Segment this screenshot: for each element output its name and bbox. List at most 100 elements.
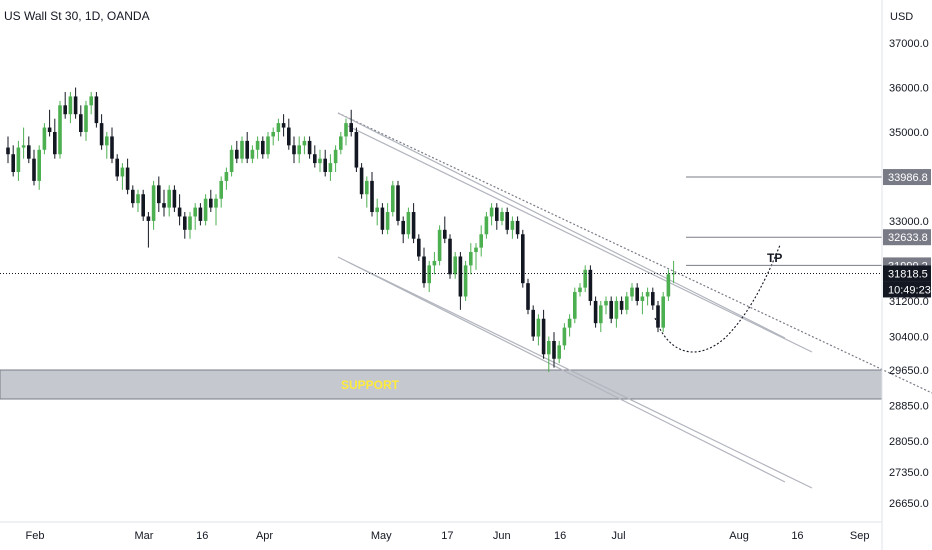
candle: [16, 140, 21, 181]
candle-body: [42, 127, 47, 150]
candle: [359, 163, 364, 199]
candle: [479, 225, 483, 257]
time-axis[interactable]: Feb Mar 16 Apr May 17 Jun 16 Jul Aug 16 Sep: [26, 530, 870, 542]
time-tick: 16: [196, 530, 208, 542]
candle: [68, 91, 73, 124]
price-tick: 29650.0: [889, 365, 929, 377]
candle: [131, 185, 135, 208]
candle-body: [250, 149, 255, 159]
support-zone: SUPPORT: [0, 369, 883, 400]
candle: [136, 189, 140, 213]
candle-body: [406, 212, 411, 235]
candle-body: [489, 207, 494, 217]
candle-body: [417, 238, 421, 257]
candle: [599, 300, 603, 333]
candle: [219, 176, 223, 208]
candle-body: [240, 140, 244, 159]
candle: [146, 212, 151, 248]
candle-body: [261, 140, 265, 155]
levels-layer[interactable]: [0, 176, 882, 274]
candle-body: [219, 180, 223, 199]
candle: [531, 305, 535, 341]
candle: [21, 127, 26, 159]
candle: [94, 91, 99, 128]
candle-body: [110, 136, 114, 159]
time-tick: Aug: [729, 530, 749, 542]
tp-label: TP: [767, 251, 782, 265]
candle-body: [661, 296, 665, 328]
candle-body: [99, 123, 104, 146]
candle: [443, 216, 447, 244]
channel-lower-line-1[interactable]: [337, 256, 786, 483]
price-tag-text: 33986.8: [888, 172, 928, 184]
candle: [157, 176, 161, 213]
candle: [125, 158, 130, 195]
candle: [79, 105, 83, 137]
time-tick: Apr: [256, 530, 273, 542]
candle: [515, 216, 520, 239]
candle: [661, 292, 665, 333]
candle-body: [58, 105, 62, 155]
candle: [375, 198, 379, 226]
candle: [209, 189, 213, 213]
candle: [651, 287, 655, 310]
candle-body: [474, 247, 478, 253]
candle-body: [437, 229, 442, 261]
annotations-layer: TP: [767, 251, 782, 265]
candle-body: [573, 292, 577, 319]
candle-body: [172, 189, 177, 208]
support-band: [0, 369, 883, 400]
candle-body: [515, 220, 520, 235]
channel-upper-line-2[interactable]: [347, 125, 813, 353]
candle: [313, 145, 317, 168]
candle-body: [505, 212, 509, 230]
candle: [609, 296, 613, 324]
candle: [453, 252, 457, 279]
candle: [396, 180, 400, 226]
candle: [53, 118, 57, 159]
candle-body: [448, 238, 452, 275]
candle-body: [619, 300, 624, 310]
candle: [84, 100, 88, 141]
candle: [188, 212, 192, 239]
candle: [27, 136, 31, 164]
channel-upper-line-1[interactable]: [337, 112, 786, 339]
candle: [365, 176, 369, 208]
candle: [344, 118, 348, 146]
drawings-layer[interactable]: [337, 112, 932, 489]
candle: [666, 269, 671, 301]
candle-body: [21, 145, 26, 148]
candle: [58, 100, 62, 159]
candle: [557, 340, 561, 364]
candle-body: [531, 309, 535, 337]
candle: [656, 300, 660, 333]
price-axis[interactable]: 37000.0 36000.0 35000.0 33000.0 31200.0 30400…: [889, 38, 929, 510]
candle: [276, 118, 281, 141]
projected-path[interactable]: [654, 244, 781, 353]
candle: [489, 203, 494, 226]
candle-body: [479, 234, 483, 248]
candle: [141, 189, 145, 221]
candle-body: [578, 287, 582, 293]
candle-body: [94, 96, 99, 124]
candle: [203, 194, 208, 226]
candle: [32, 149, 36, 186]
candle-body: [177, 207, 182, 217]
price-tag-bg: [883, 281, 931, 298]
candle-body: [151, 185, 156, 221]
channel-lower-line-2[interactable]: [347, 261, 813, 489]
candle: [193, 203, 197, 230]
trendline-dotted[interactable]: [337, 112, 932, 394]
candle: [547, 336, 551, 373]
candle-body: [630, 287, 634, 297]
time-tick: Jun: [493, 530, 511, 542]
candle-body: [188, 216, 192, 230]
candle-body: [167, 189, 171, 208]
candle: [11, 145, 15, 177]
candle-body: [370, 180, 374, 213]
candle: [6, 136, 10, 164]
candle: [172, 185, 177, 213]
price-tag-level: 33986.8: [883, 169, 931, 186]
candle: [115, 154, 119, 181]
